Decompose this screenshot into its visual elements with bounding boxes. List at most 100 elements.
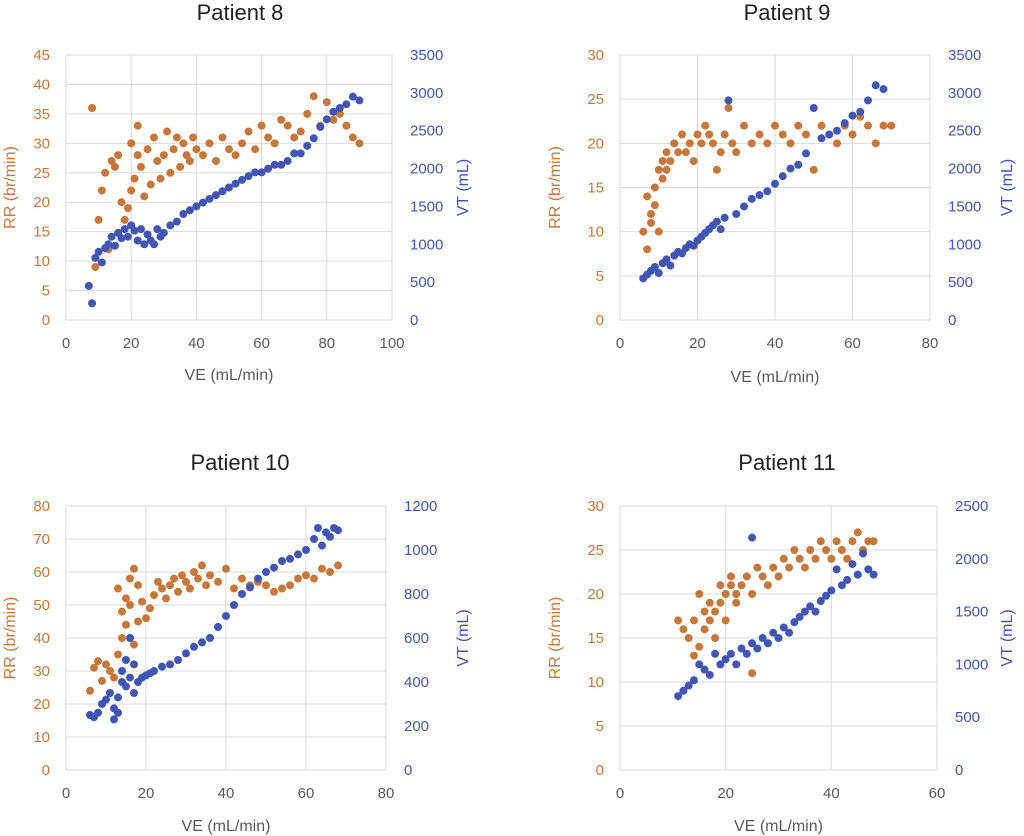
vt-point (222, 612, 230, 620)
vt-point (763, 639, 772, 648)
vt-point (674, 692, 683, 701)
vt-point (264, 164, 273, 173)
rr-point (146, 604, 154, 613)
rr-point (136, 162, 145, 171)
rr-point (887, 121, 896, 130)
vt-point (650, 263, 659, 271)
chart-svg-patient-10: Patient 100 20 40 60 80010203040506070800200… (2, 450, 472, 835)
rr-point (843, 554, 852, 563)
rr-point (837, 546, 846, 554)
x-tick-label: 60 (253, 335, 270, 352)
vt-point (114, 708, 122, 717)
rr-point (348, 133, 357, 142)
rr-point (231, 151, 240, 160)
rr-point (101, 168, 110, 177)
vt-point (309, 134, 318, 143)
rr-point (262, 581, 270, 590)
rr-point (711, 607, 720, 616)
vt-point (817, 134, 826, 143)
vt-point (214, 623, 222, 631)
rr-point (133, 151, 142, 160)
y2-tick-label: 2000 (955, 551, 988, 568)
vt-point (130, 689, 138, 697)
rr-point (142, 614, 150, 623)
vt-point (126, 634, 134, 642)
rr-point (681, 148, 690, 157)
x-tick-label: 40 (218, 785, 235, 802)
y-tick-label: 15 (33, 224, 50, 241)
rr-point (701, 121, 710, 130)
rr-point (678, 130, 686, 139)
rr-point (98, 676, 106, 685)
vt-point (122, 682, 130, 691)
rr-point (126, 574, 134, 583)
vt-point (843, 575, 852, 584)
vt-point (94, 708, 102, 717)
rr-point (816, 537, 825, 546)
vt-point (684, 681, 693, 690)
rr-point (290, 133, 299, 142)
y-tick-label: 20 (33, 696, 50, 713)
rr-point (726, 572, 735, 581)
vt-point (778, 172, 787, 181)
y-tick-label: 10 (33, 729, 50, 746)
x-axis-label: VE (mL/min) (182, 818, 271, 835)
vt-point (720, 213, 729, 222)
vt-point (790, 618, 799, 627)
rr-point (679, 625, 688, 634)
vt-point (711, 649, 720, 658)
rr-point (244, 127, 253, 136)
vt-point (278, 557, 286, 565)
rr-point (102, 660, 110, 669)
rr-point (110, 162, 119, 171)
rr-point (91, 263, 100, 271)
rr-point (270, 139, 279, 148)
vt-point (310, 535, 318, 543)
vt-point (871, 81, 880, 90)
vt-point (166, 660, 174, 669)
vt-point (716, 660, 725, 669)
vt-point (848, 560, 857, 569)
rr-point (763, 581, 772, 590)
rr-point (318, 564, 326, 573)
vt-point (769, 628, 778, 637)
x-tick-label: 0 (62, 785, 70, 802)
rr-point (296, 127, 305, 136)
rr-point (206, 571, 214, 580)
vt-point (800, 607, 809, 616)
vt-point (126, 673, 134, 682)
vt-point (117, 234, 126, 243)
rr-point (721, 590, 730, 598)
vt-point (225, 183, 233, 192)
rr-point (166, 168, 175, 177)
y2-tick-label: 500 (410, 274, 435, 291)
y-tick-label: 40 (33, 630, 50, 647)
rr-point (205, 139, 214, 148)
rr-point (120, 215, 129, 224)
vt-point (179, 210, 188, 218)
rr-point (647, 218, 655, 227)
vt-point (712, 217, 721, 226)
rr-point (709, 139, 717, 148)
rr-point (123, 204, 132, 213)
vt-point (290, 149, 299, 158)
vt-point (811, 607, 820, 616)
rr-point (689, 616, 698, 625)
chart-svg-patient-11: Patient 11 0 20 40 60 0 5 10 15 20 25 30 0 500 1000 150… (547, 450, 1016, 835)
y2-tick-label: 1200 (404, 498, 437, 515)
rr-point (705, 598, 714, 607)
rr-point (322, 98, 331, 107)
vt-point (143, 230, 152, 239)
vt-point (822, 591, 831, 600)
rr-point (329, 115, 338, 124)
rr-point (755, 130, 764, 139)
x-tick-label: 40 (188, 335, 205, 352)
rr-point (712, 165, 721, 174)
y2-tick-label: 0 (948, 312, 956, 329)
y2-tick-label: 200 (404, 718, 429, 735)
rr-point (817, 121, 826, 130)
vt-point (837, 581, 846, 590)
vt-point (809, 104, 818, 112)
rr-point (114, 584, 122, 593)
rr-point (654, 227, 663, 236)
